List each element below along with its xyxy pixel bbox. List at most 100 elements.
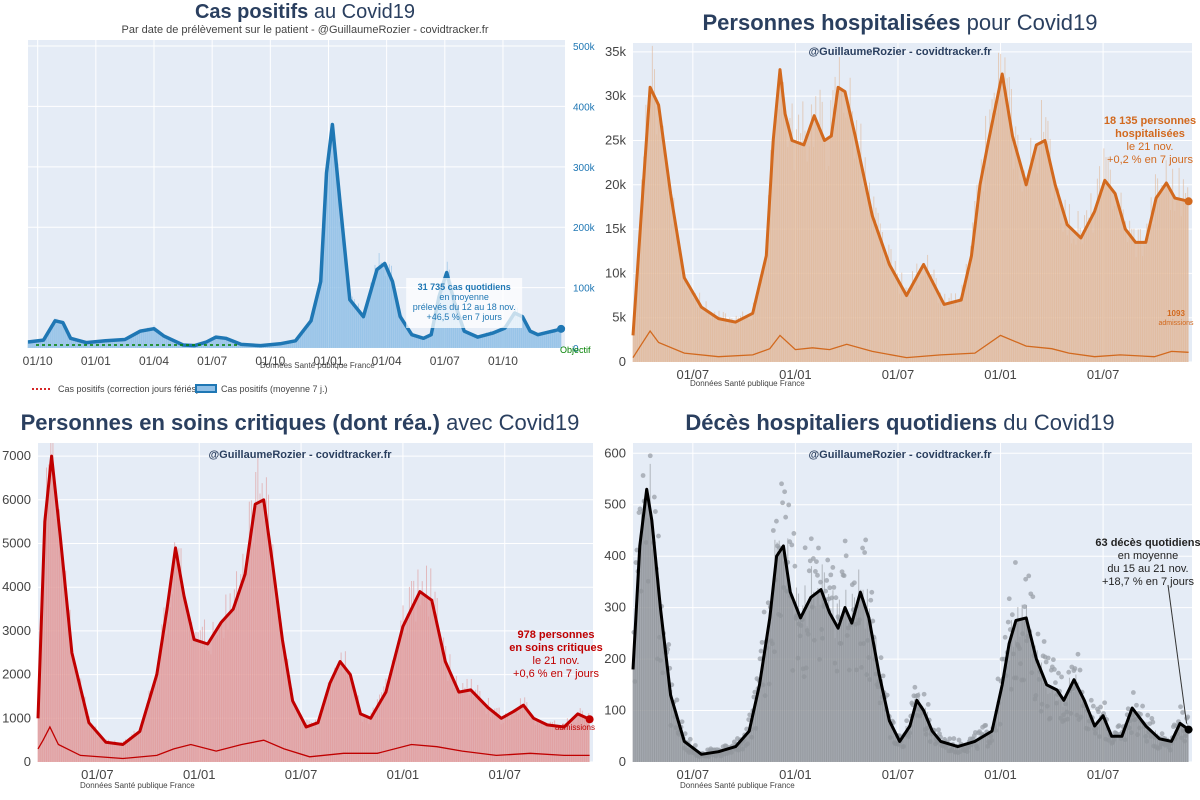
daily-point (1145, 712, 1151, 718)
y-tick-label: 500 (604, 497, 626, 512)
x-tick-label: 01/07 (882, 367, 915, 382)
daily-point (647, 453, 653, 459)
x-tick-label: 01/04 (372, 354, 402, 368)
x-tick-label: 01/01 (779, 367, 812, 382)
legend-label: Cas positifs (correction jours fériés) (58, 384, 199, 394)
daily-point (651, 494, 657, 500)
daily-point (829, 595, 835, 601)
x-tick-label: 01/01 (313, 354, 343, 368)
y-tick-label: 0 (619, 354, 626, 369)
daily-point (1185, 714, 1191, 720)
daily-point (1149, 716, 1155, 721)
y-tick-label: 500k (573, 42, 596, 53)
daily-point (884, 692, 890, 698)
source-note: Données Santé publique France (680, 781, 795, 790)
daily-point (870, 618, 876, 624)
daily-point (1005, 619, 1011, 625)
y-tick-label: 5000 (2, 536, 31, 551)
annotation-line: +18,7 % en 7 jours (1102, 576, 1195, 588)
daily-point (851, 580, 857, 586)
y-tick-label: 5k (612, 310, 626, 325)
daily-point (679, 719, 685, 725)
series-area (633, 489, 1189, 762)
daily-point (818, 579, 823, 585)
x-tick-label: 01/10 (488, 354, 518, 368)
daily-point (1096, 709, 1101, 715)
y-tick-label: 600 (604, 445, 626, 460)
y-tick-label: 15k (605, 221, 626, 236)
daily-point (925, 701, 931, 707)
y-tick-label: 35k (605, 44, 626, 59)
daily-point (983, 722, 989, 728)
daily-point (936, 727, 941, 733)
daily-point (747, 712, 753, 718)
daily-point (880, 673, 886, 679)
y-tick-label: 30k (605, 88, 626, 103)
daily-point (1090, 703, 1096, 709)
x-tick-label: 01/07 (285, 767, 318, 782)
daily-point (813, 569, 818, 574)
x-tick-label: 01/01 (984, 767, 1017, 782)
chart-subtitle: @GuillaumeRozier - covidtracker.fr (808, 46, 992, 58)
chart-title-bold: Personnes hospitalisées (703, 10, 961, 35)
daily-point (823, 588, 829, 594)
annotation-line: prélevés du 12 au 18 nov. (413, 302, 516, 312)
legend-swatch-area (195, 384, 217, 393)
annotation-line: +46,5 % en 7 jours (427, 312, 503, 322)
series-line (27, 122, 562, 348)
annotation-line: hospitalisées (1115, 128, 1185, 140)
x-tick-label: 01/07 (1087, 767, 1120, 782)
y-tick-label: 400 (604, 548, 626, 563)
annotation-line: 31 735 cas quotidiens (418, 282, 511, 292)
daily-point (1077, 667, 1083, 673)
daily-point (815, 572, 820, 578)
daily-point (1075, 651, 1081, 657)
daily-point (860, 545, 865, 551)
y-tick-label: 0 (573, 344, 579, 355)
daily-point (1088, 697, 1094, 703)
daily-point (863, 537, 869, 543)
x-tick-label: 01/07 (677, 767, 710, 782)
daily-point (687, 736, 693, 742)
daily-point (1159, 731, 1165, 737)
y-tick-label: 300k (573, 163, 596, 174)
daily-point (862, 550, 868, 555)
daily-point (786, 502, 792, 508)
source-note: Données Santé publique France (260, 361, 375, 370)
y-tick-label: 300 (604, 600, 626, 615)
hospitalised-chart: Personnes hospitalisées pour Covid19 0 5k 1… (605, 10, 1196, 388)
daily-point (947, 736, 953, 742)
y-tick-label: 200 (604, 651, 626, 666)
y-tick-label: 0 (24, 754, 31, 769)
daily-point (682, 731, 688, 737)
daily-point (1045, 655, 1051, 661)
series-endpoint (1184, 725, 1193, 734)
series-endpoint (557, 324, 566, 333)
legend-label: Cas positifs (moyenne 7 j.) (221, 384, 328, 394)
daily-point (759, 639, 765, 645)
daily-point (1116, 723, 1122, 729)
source-note: Données Santé publique France (80, 781, 195, 790)
daily-point (633, 560, 639, 565)
daily-point (1134, 702, 1139, 708)
daily-point (1023, 576, 1029, 582)
daily-point (1130, 690, 1136, 695)
series-area (38, 456, 590, 762)
y-tick-label: 3000 (2, 623, 31, 638)
admissions-label: admissions (1158, 320, 1194, 327)
daily-point (904, 718, 910, 724)
daily-point (674, 697, 680, 703)
daily-point (824, 578, 830, 583)
annotation-line: en moyenne (1118, 550, 1179, 562)
annotation-line: 978 personnes (517, 629, 594, 641)
daily-point (841, 573, 847, 579)
daily-point (808, 536, 814, 542)
daily-point (1022, 604, 1028, 610)
chart-subtitle: Par date de prélèvement sur le patient -… (122, 24, 489, 36)
annotation-background (406, 278, 523, 328)
daily-point (1140, 703, 1145, 709)
daily-point (1013, 560, 1018, 565)
